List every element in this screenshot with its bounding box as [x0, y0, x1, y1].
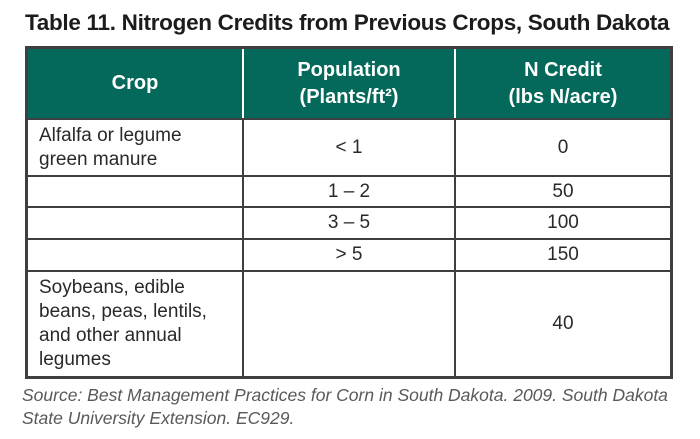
column-header-ncredit: N Credit (lbs N/acre): [454, 49, 670, 118]
ncredit-cell: 150: [454, 240, 670, 270]
population-cell: 3 – 5: [242, 208, 454, 238]
source-note: Source: Best Management Practices for Co…: [22, 385, 668, 428]
column-header-population: Population (Plants/ft²): [242, 49, 454, 118]
column-header-ncredit-line1: N Credit: [524, 58, 602, 81]
column-header-crop: Crop: [28, 49, 242, 118]
ncredit-cell: 40: [454, 272, 670, 376]
population-cell: [242, 272, 454, 376]
column-header-population-line2: (Plants/ft²): [299, 85, 399, 108]
crop-cell: [28, 208, 242, 238]
table-row: > 5 150: [28, 238, 670, 270]
column-header-population-line1: Population: [297, 58, 401, 81]
nitrogen-credits-table: Crop Population (Plants/ft²) N Credit (l…: [25, 46, 673, 379]
table-header-row: Crop Population (Plants/ft²) N Credit (l…: [28, 49, 670, 118]
crop-cell: [28, 240, 242, 270]
crop-cell: Alfalfa or legume green manure: [39, 124, 182, 170]
table-row: 1 – 2 50: [28, 175, 670, 206]
table-row: Alfalfa or legume green manure < 1 0: [28, 118, 670, 175]
ncredit-cell: 50: [454, 177, 670, 206]
population-cell: 1 – 2: [242, 177, 454, 206]
population-cell: < 1: [242, 120, 454, 175]
population-cell: > 5: [242, 240, 454, 270]
table-title: Table 11. Nitrogen Credits from Previous…: [25, 10, 670, 35]
table-row: Soybeans, edible beans, peas, lentils, a…: [28, 270, 670, 376]
column-header-ncredit-line2: (lbs N/acre): [508, 85, 618, 108]
table-row: 3 – 5 100: [28, 206, 670, 238]
ncredit-cell: 0: [454, 120, 670, 175]
column-header-crop-line1: Crop: [111, 72, 159, 94]
ncredit-cell: 100: [454, 208, 670, 238]
crop-cell: Soybeans, edible beans, peas, lentils, a…: [39, 277, 207, 370]
crop-cell: [28, 177, 242, 206]
